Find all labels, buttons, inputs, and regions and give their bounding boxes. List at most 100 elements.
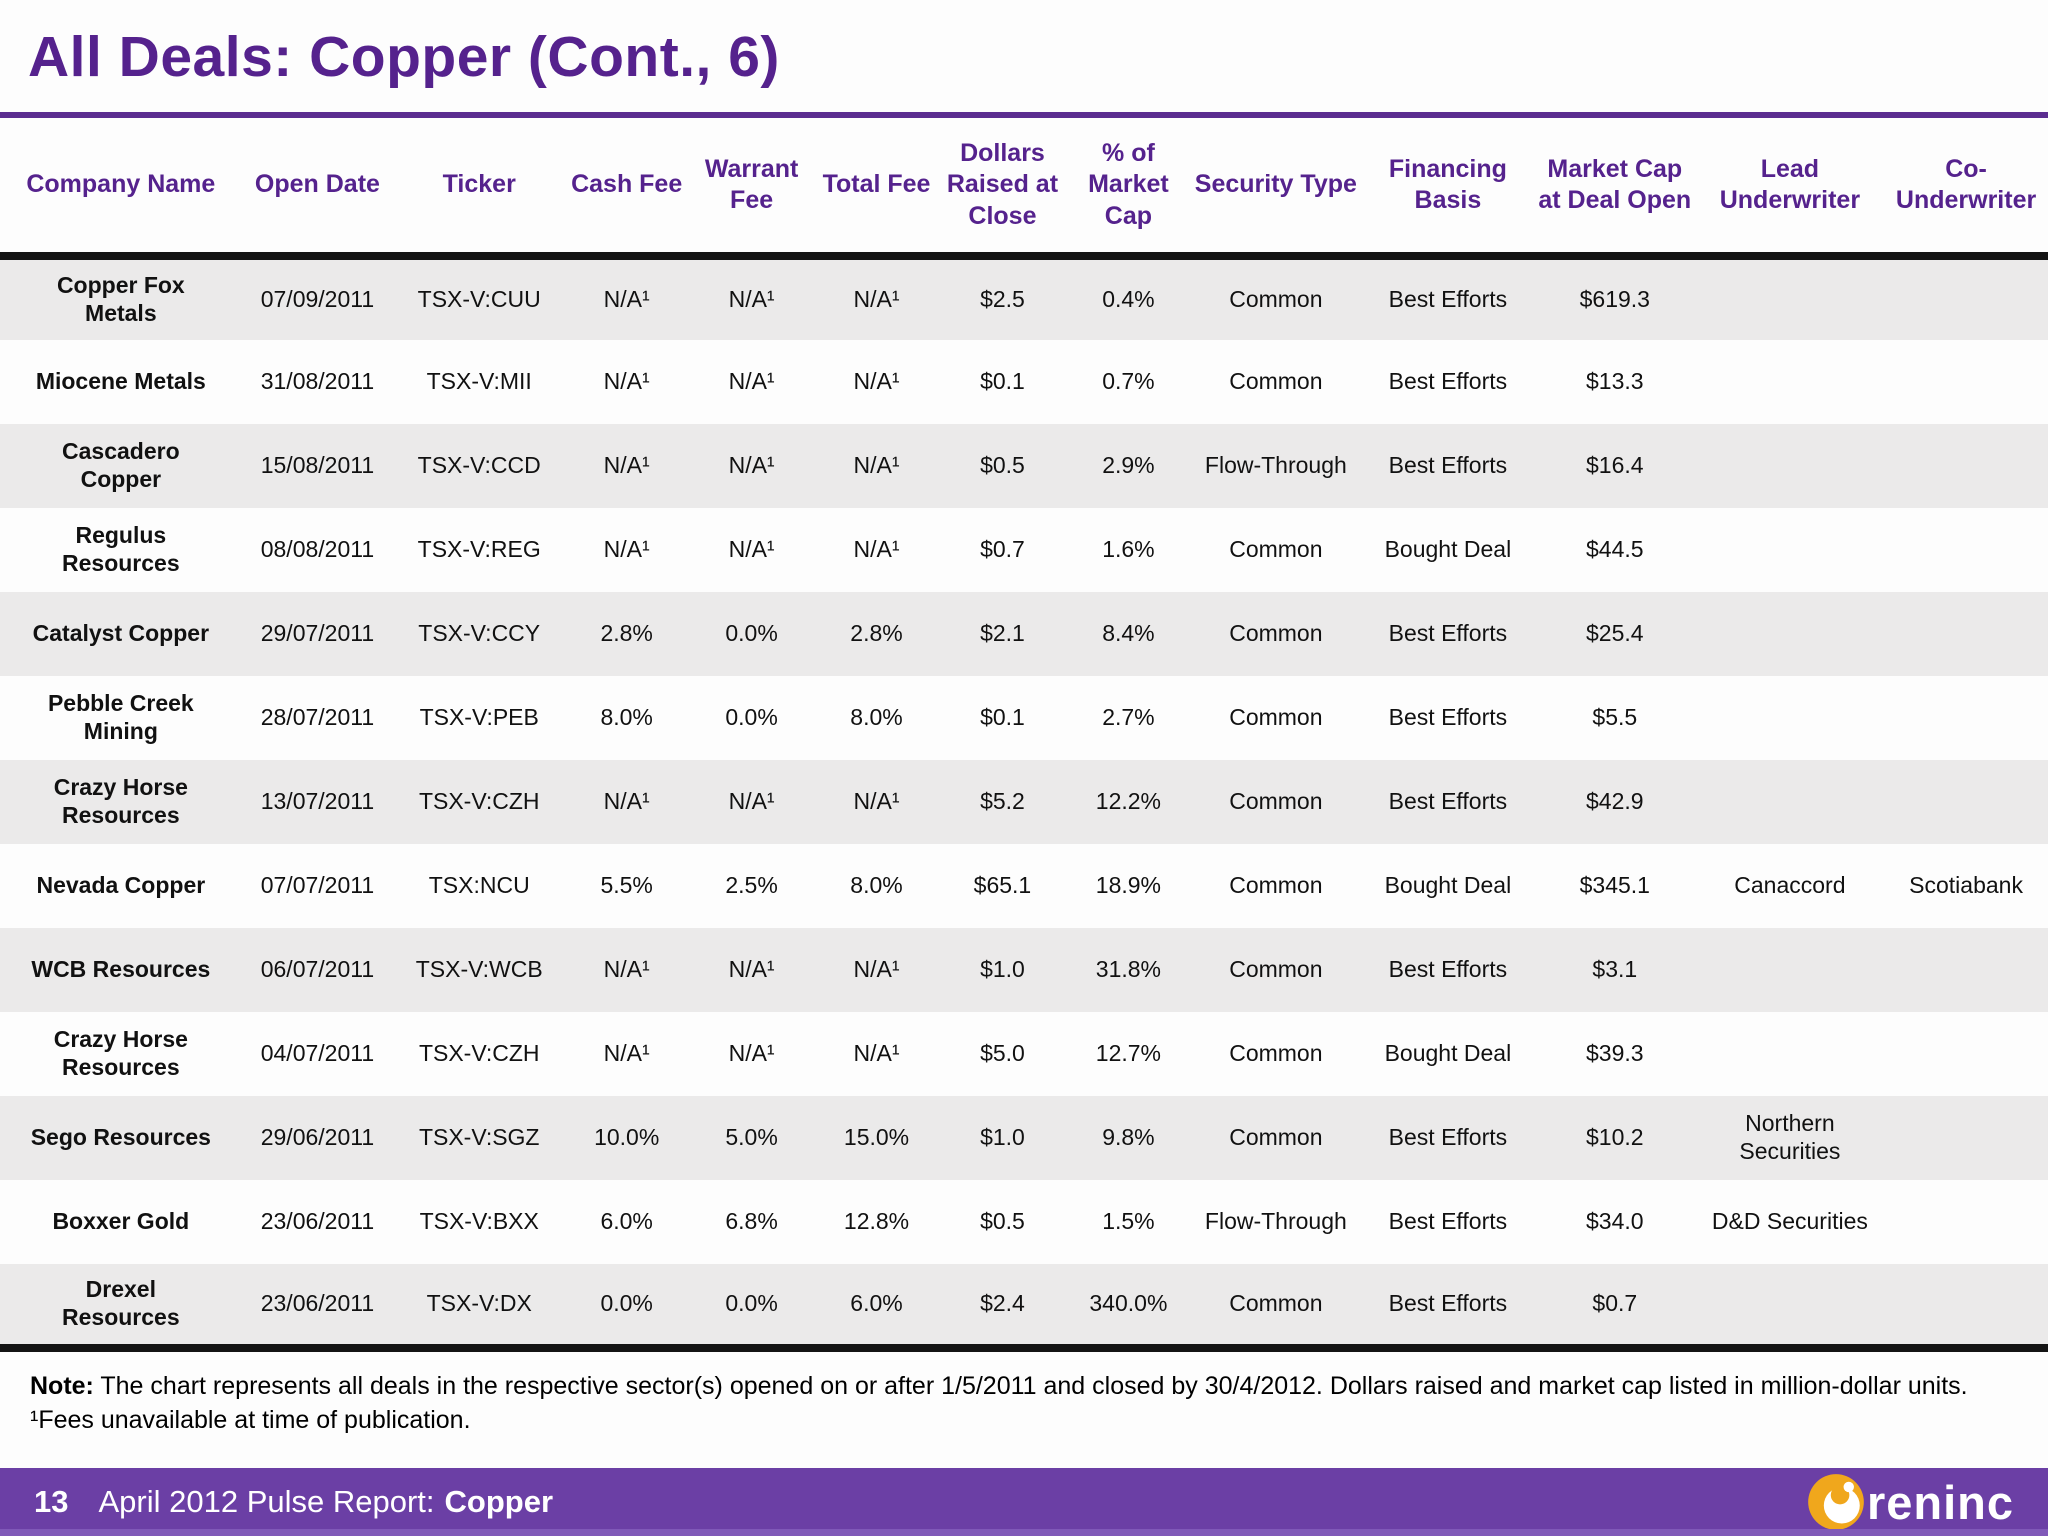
cell-of-market-cap: 340.0% <box>1089 1289 1168 1316</box>
cell-ticker: TSX-V:CCD <box>417 451 541 478</box>
cell-dollars-raised-at-close: $0.5 <box>980 451 1025 478</box>
cell-co-underwriter <box>1884 928 2048 1012</box>
cell-of-market-cap: 31.8% <box>1095 955 1162 982</box>
cell-market-cap-at-deal-open: $42.9 <box>1586 787 1644 814</box>
bottom-bar: 13 April 2012 Pulse Report: Copper renin… <box>0 1468 2048 1536</box>
cell-co-underwriter <box>1884 760 2048 844</box>
column-header-market-cap-at-deal-open: Market Cap at Deal Open <box>1538 154 1692 214</box>
page-title: All Deals: Copper (Cont., 6) <box>28 25 780 89</box>
cell-financing-basis: Best Efforts <box>1388 367 1508 394</box>
cell-financing-basis: Bought Deal <box>1384 1039 1512 1066</box>
cell-company-name: Nevada Copper <box>36 871 206 898</box>
cell-open-date: 08/08/2011 <box>260 535 375 562</box>
cell-warrant-fee: N/A¹ <box>728 535 775 562</box>
cell-ticker: TSX-V:WCB <box>415 955 543 982</box>
cell-security-type: Common <box>1229 1289 1323 1316</box>
table-row: Crazy Horse Resources 13/07/2011 TSX-V:CZH… <box>0 759 2048 844</box>
cell-company-name: Cascadero Copper <box>62 438 180 492</box>
cell-open-date: 07/09/2011 <box>260 285 375 312</box>
cell-total-fee: 12.8% <box>843 1207 910 1234</box>
cell-open-date: 31/08/2011 <box>260 367 375 394</box>
cell-open-date: 06/07/2011 <box>260 955 375 982</box>
cell-cash-fee: N/A¹ <box>603 535 650 562</box>
cell-of-market-cap: 12.2% <box>1095 787 1162 814</box>
cell-lead-underwriter <box>1696 676 1884 760</box>
cell-ticker: TSX:NCU <box>428 871 530 898</box>
cell-of-market-cap: 0.4% <box>1102 285 1155 312</box>
cell-dollars-raised-at-close: $2.1 <box>980 619 1025 646</box>
cell-company-name: Copper Fox Metals <box>56 272 185 326</box>
cell-cash-fee: N/A¹ <box>603 451 650 478</box>
column-header-security-type: Security Type <box>1194 170 1357 199</box>
cell-lead-underwriter <box>1696 424 1884 508</box>
cell-warrant-fee: N/A¹ <box>728 787 775 814</box>
cell-market-cap-at-deal-open: $25.4 <box>1586 619 1644 646</box>
cell-co-underwriter <box>1884 1096 2048 1180</box>
table-row: Crazy Horse Resources 04/07/2011 TSX-V:CZH… <box>0 1011 2048 1096</box>
cell-financing-basis: Best Efforts <box>1388 1207 1508 1234</box>
cell-ticker: TSX-V:CUU <box>417 285 541 312</box>
cell-dollars-raised-at-close: $65.1 <box>973 871 1032 898</box>
cell-co-underwriter <box>1884 340 2048 424</box>
cell-warrant-fee: 0.0% <box>725 1289 778 1316</box>
cell-security-type: Common <box>1229 285 1323 312</box>
cell-lead-underwriter <box>1696 256 1884 340</box>
column-header-open-date: Open Date <box>254 170 380 199</box>
cell-company-name: WCB Resources <box>31 955 211 982</box>
cell-financing-basis: Best Efforts <box>1388 451 1508 478</box>
deals-table: Company Name Open Date Ticker Cash Fee Warra… <box>0 118 2048 1352</box>
cell-ticker: TSX-V:CCY <box>418 619 541 646</box>
cell-dollars-raised-at-close: $1.0 <box>980 1123 1025 1150</box>
title-divider <box>0 112 2048 118</box>
cell-co-underwriter <box>1884 1264 2048 1348</box>
cell-cash-fee: 0.0% <box>600 1289 653 1316</box>
cell-ticker: TSX-V:BXX <box>419 1207 539 1234</box>
cell-dollars-raised-at-close: $0.7 <box>980 535 1025 562</box>
cell-of-market-cap: 9.8% <box>1102 1123 1155 1150</box>
cell-dollars-raised-at-close: $2.4 <box>980 1289 1025 1316</box>
cell-security-type: Common <box>1229 367 1323 394</box>
cell-ticker: TSX-V:PEB <box>419 703 539 730</box>
cell-market-cap-at-deal-open: $345.1 <box>1579 871 1650 898</box>
cell-co-underwriter: Scotiabank <box>1909 871 2023 898</box>
cell-co-underwriter <box>1884 592 2048 676</box>
cell-company-name: Miocene Metals <box>35 367 206 394</box>
cell-cash-fee: N/A¹ <box>603 285 650 312</box>
table-row: Sego Resources 29/06/2011 TSX-V:SGZ 10.0% 5.… <box>0 1095 2048 1180</box>
cell-open-date: 07/07/2011 <box>260 871 375 898</box>
cell-open-date: 15/08/2011 <box>260 451 375 478</box>
cell-co-underwriter <box>1884 1012 2048 1096</box>
cell-total-fee: 6.0% <box>850 1289 903 1316</box>
cell-total-fee: 15.0% <box>843 1123 910 1150</box>
table-row: WCB Resources 06/07/2011 TSX-V:WCB N/A¹ N/A¹… <box>0 927 2048 1012</box>
cell-security-type: Common <box>1229 703 1323 730</box>
cell-financing-basis: Best Efforts <box>1388 1123 1508 1150</box>
cell-cash-fee: 10.0% <box>594 1123 660 1150</box>
cell-of-market-cap: 18.9% <box>1095 871 1162 898</box>
cell-market-cap-at-deal-open: $39.3 <box>1586 1039 1644 1066</box>
cell-financing-basis: Best Efforts <box>1388 619 1508 646</box>
footnote-text: ¹Fees unavailable at time of publication… <box>30 1405 471 1434</box>
cell-of-market-cap: 2.7% <box>1102 703 1155 730</box>
note-block: Note: The chart represents all deals in … <box>0 1352 2048 1438</box>
cell-financing-basis: Bought Deal <box>1384 535 1512 562</box>
cell-warrant-fee: 5.0% <box>725 1123 778 1150</box>
cell-total-fee: N/A¹ <box>853 787 900 814</box>
cell-warrant-fee: 6.8% <box>725 1207 778 1234</box>
cell-open-date: 29/06/2011 <box>260 1123 375 1150</box>
note-text: The chart represents all deals in the re… <box>93 1371 1968 1400</box>
cell-warrant-fee: 0.0% <box>725 703 778 730</box>
oreninc-logo: reninc <box>1807 1473 2014 1531</box>
cell-ticker: TSX-V:MII <box>426 367 532 394</box>
cell-market-cap-at-deal-open: $13.3 <box>1586 367 1644 394</box>
cell-co-underwriter <box>1884 508 2048 592</box>
cell-ticker: TSX-V:CZH <box>418 1039 540 1066</box>
report-label: April 2012 Pulse Report: <box>98 1484 435 1519</box>
cell-lead-underwriter <box>1696 340 1884 424</box>
cell-total-fee: N/A¹ <box>853 367 900 394</box>
cell-dollars-raised-at-close: $0.1 <box>980 367 1025 394</box>
column-header-lead-underwriter: Lead Underwriter <box>1719 154 1861 214</box>
cell-dollars-raised-at-close: $1.0 <box>980 955 1025 982</box>
cell-lead-underwriter <box>1696 592 1884 676</box>
cell-dollars-raised-at-close: $0.5 <box>980 1207 1025 1234</box>
